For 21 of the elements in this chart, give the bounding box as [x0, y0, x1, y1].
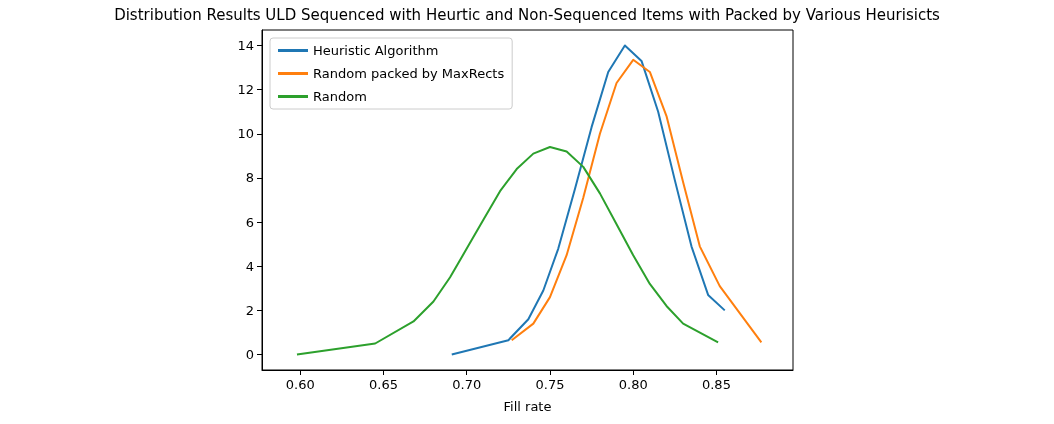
line-series: [295, 146, 720, 356]
y-tick-label: 10: [237, 126, 254, 142]
legend-label: Heuristic Algorithm: [313, 43, 439, 58]
y-tick-label: 12: [237, 82, 254, 98]
x-axis-title: Fill rate: [503, 399, 552, 414]
x-tick-label: 0.60: [285, 377, 315, 392]
x-tick-label: 0.65: [369, 377, 398, 392]
y-tick-label: 2: [245, 302, 254, 318]
x-tick-label: 0.80: [618, 377, 648, 392]
chart-title: Distribution Results ULD Sequenced with Heurtic and Non-Sequenced Items with Packed by Various Heurisicts: [114, 5, 941, 24]
legend-label: Random: [313, 89, 367, 104]
y-tick-label: 14: [237, 37, 254, 53]
y-tick-label: 4: [245, 258, 254, 274]
y-tick-label: 0: [245, 347, 254, 363]
x-tick-label: 0.85: [701, 377, 731, 392]
y-tick-label: 6: [245, 214, 254, 230]
x-tick-label: 0.70: [452, 377, 482, 392]
line-series: [510, 58, 763, 344]
legend-label: Random packed by MaxRects: [313, 66, 505, 81]
y-tick-label: 8: [245, 170, 254, 186]
x-tick-label: 0.75: [535, 377, 565, 392]
